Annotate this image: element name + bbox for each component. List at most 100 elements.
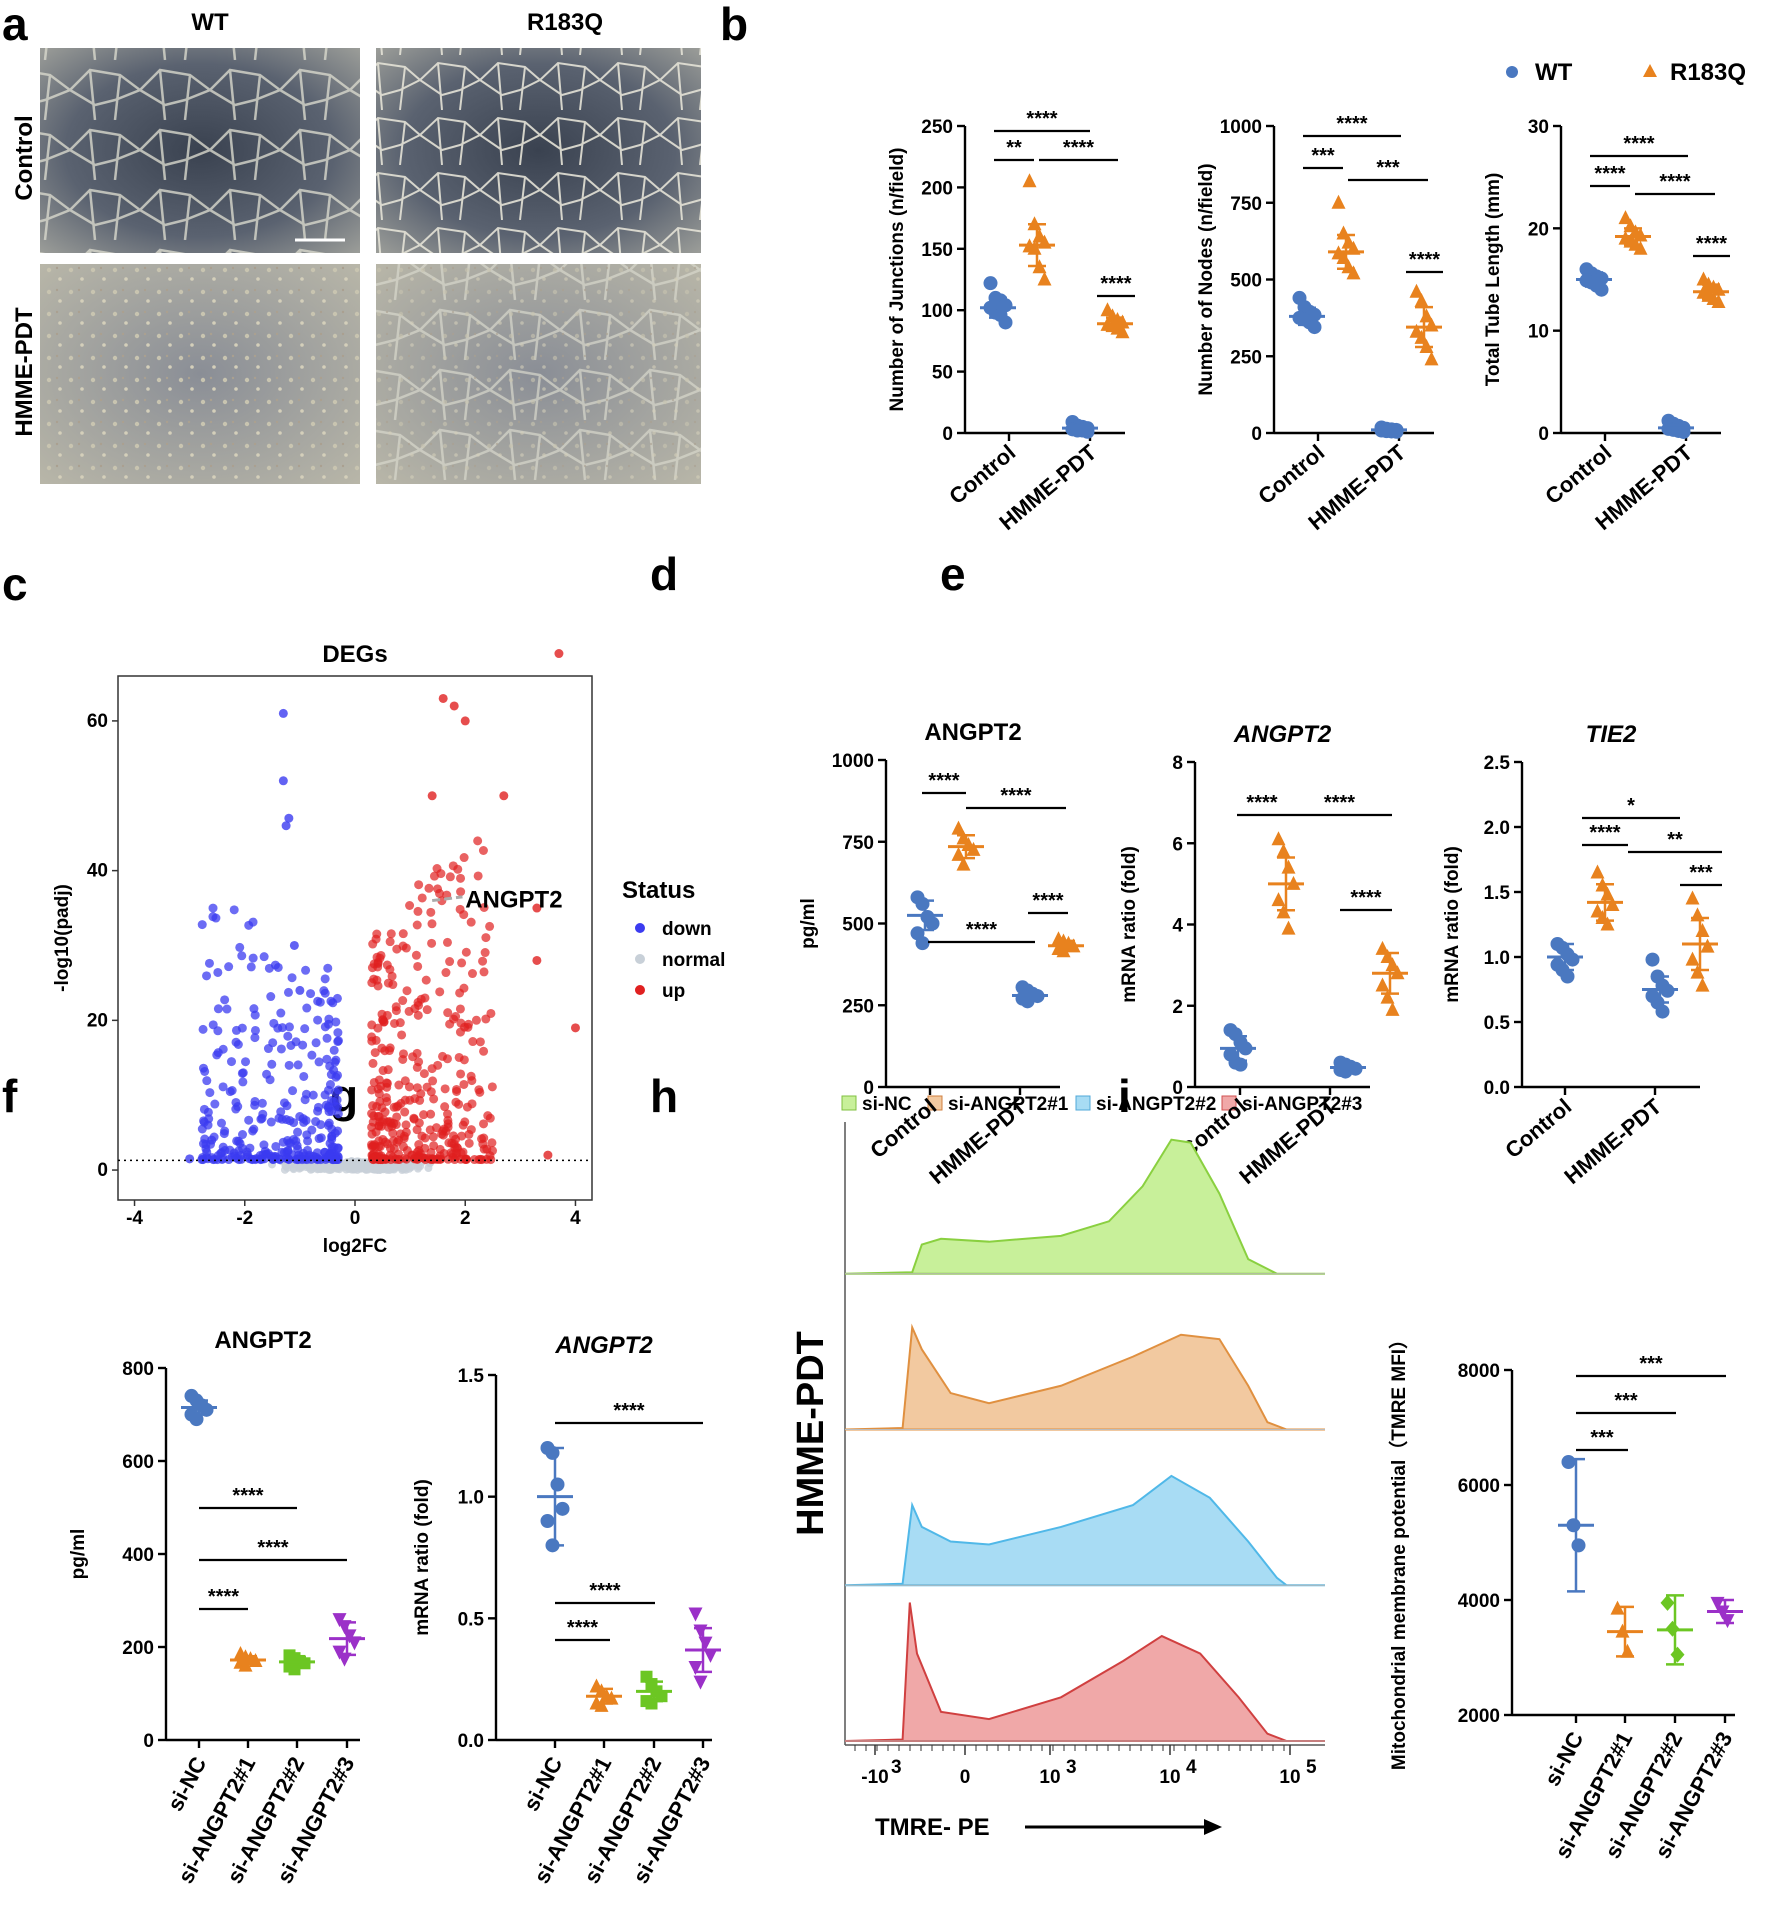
- legend-b: WT R183Q: [1506, 59, 1746, 86]
- down-point: [219, 1129, 229, 1139]
- down-point: [207, 1135, 217, 1145]
- up-point: [429, 1094, 439, 1104]
- down-point: [231, 1104, 241, 1114]
- up-point: [440, 1102, 450, 1112]
- up-point: [381, 1093, 391, 1103]
- x-tick-label: 0: [960, 1767, 971, 1788]
- up-point: [456, 887, 466, 897]
- y-tick-label: 400: [122, 1545, 154, 1566]
- y-tick-label: 60: [87, 711, 108, 732]
- data-point: [288, 1663, 301, 1676]
- up-point: [416, 1089, 426, 1099]
- down-point: [208, 903, 218, 913]
- down-point: [281, 821, 291, 831]
- y-tick-label: 2: [1172, 997, 1183, 1018]
- up-point: [392, 944, 402, 954]
- up-point: [415, 1095, 425, 1105]
- y-tick-label: 0.0: [458, 1731, 484, 1752]
- significance-label: ****: [1246, 792, 1277, 814]
- normal-point: [280, 1165, 289, 1174]
- legend-h-si1-swatch: [927, 1095, 943, 1111]
- y-axis-label: Total Tube Length (mm): [1483, 173, 1504, 387]
- down-point: [324, 1151, 334, 1161]
- down-point: [284, 1022, 294, 1032]
- data-point: [1331, 194, 1346, 209]
- down-point: [204, 1114, 214, 1124]
- down-point: [332, 1154, 342, 1164]
- down-point: [313, 1154, 323, 1164]
- x-category-label: Control: [944, 440, 1020, 509]
- data-point: [1115, 324, 1130, 339]
- y-tick-label: 30: [1528, 117, 1549, 138]
- up-point: [367, 1153, 377, 1163]
- up-point: [378, 1134, 388, 1144]
- down-point: [282, 1101, 292, 1111]
- up-point: [479, 967, 489, 977]
- data-point: [1037, 271, 1052, 286]
- data-point: [1307, 320, 1322, 335]
- chart-f-angpt2-elisa: 0200400600800pg/mlANGPT2si-NCsi-ANGPT2#1…: [68, 1327, 365, 1887]
- data-point: [1700, 938, 1715, 953]
- legend-label: up: [662, 981, 685, 1002]
- y-axis-label: -log10(padj): [52, 884, 73, 992]
- legend-h-si-nc-swatch: [841, 1095, 857, 1111]
- up-point: [382, 1082, 392, 1092]
- significance-label: ****: [208, 1586, 239, 1608]
- up-point: [367, 1036, 377, 1046]
- down-point: [294, 1154, 304, 1164]
- down-point: [185, 1154, 195, 1164]
- up-point: [420, 1143, 430, 1153]
- up-point: [434, 888, 444, 898]
- data-point: [1590, 864, 1605, 879]
- data-point: [1605, 897, 1620, 911]
- y-tick-label: 200: [122, 1638, 154, 1659]
- up-point: [474, 1085, 484, 1095]
- up-point: [445, 1019, 455, 1029]
- up-point: [419, 1110, 429, 1120]
- up-point: [379, 1017, 389, 1027]
- up-point: [479, 902, 489, 912]
- normal-point: [315, 1163, 324, 1172]
- up-point: [438, 1051, 448, 1061]
- legend-h-si2: si-ANGPT2#2: [1096, 1094, 1216, 1115]
- annotation-angpt2: ANGPT2: [465, 887, 562, 914]
- y-tick-label: 250: [921, 117, 953, 138]
- x-category-label: Control: [1500, 1094, 1576, 1163]
- down-point: [262, 1069, 272, 1079]
- data-point: [1571, 1538, 1586, 1553]
- down-point: [273, 962, 283, 972]
- down-point: [233, 1040, 243, 1050]
- down-point: [208, 912, 218, 922]
- up-point: [460, 716, 470, 726]
- significance-label: ****: [1026, 108, 1057, 130]
- down-point: [277, 1023, 287, 1033]
- y-axis-label: mRNA ratio (fold): [412, 1479, 433, 1636]
- down-point: [224, 962, 234, 972]
- x-axis-label: TMRE- PE: [875, 1814, 990, 1841]
- y-axis-label: mRNA ratio (fold): [1119, 846, 1140, 1003]
- up-point: [451, 1148, 461, 1158]
- x-category-label: si-NC: [162, 1753, 211, 1816]
- up-point: [570, 1023, 580, 1033]
- down-point: [289, 1118, 299, 1128]
- legend-label: down: [662, 919, 712, 940]
- up-point: [459, 1079, 469, 1089]
- down-point: [306, 989, 316, 999]
- data-point: [1385, 1001, 1400, 1016]
- chart-title: TIE2: [1586, 721, 1637, 748]
- micrograph-r183q-control: [376, 48, 701, 253]
- down-point: [307, 1125, 317, 1135]
- up-point: [445, 872, 455, 882]
- down-point: [326, 996, 336, 1006]
- up-point: [441, 968, 451, 978]
- y-tick-label: 2000: [1458, 1706, 1500, 1727]
- down-point: [226, 1057, 236, 1067]
- up-point: [424, 883, 434, 893]
- down-point: [314, 1134, 324, 1144]
- down-point: [331, 1055, 341, 1065]
- data-point: [655, 1690, 668, 1703]
- up-point: [554, 649, 564, 659]
- down-point: [222, 1004, 232, 1014]
- x-axis-label: log2FC: [323, 1236, 388, 1257]
